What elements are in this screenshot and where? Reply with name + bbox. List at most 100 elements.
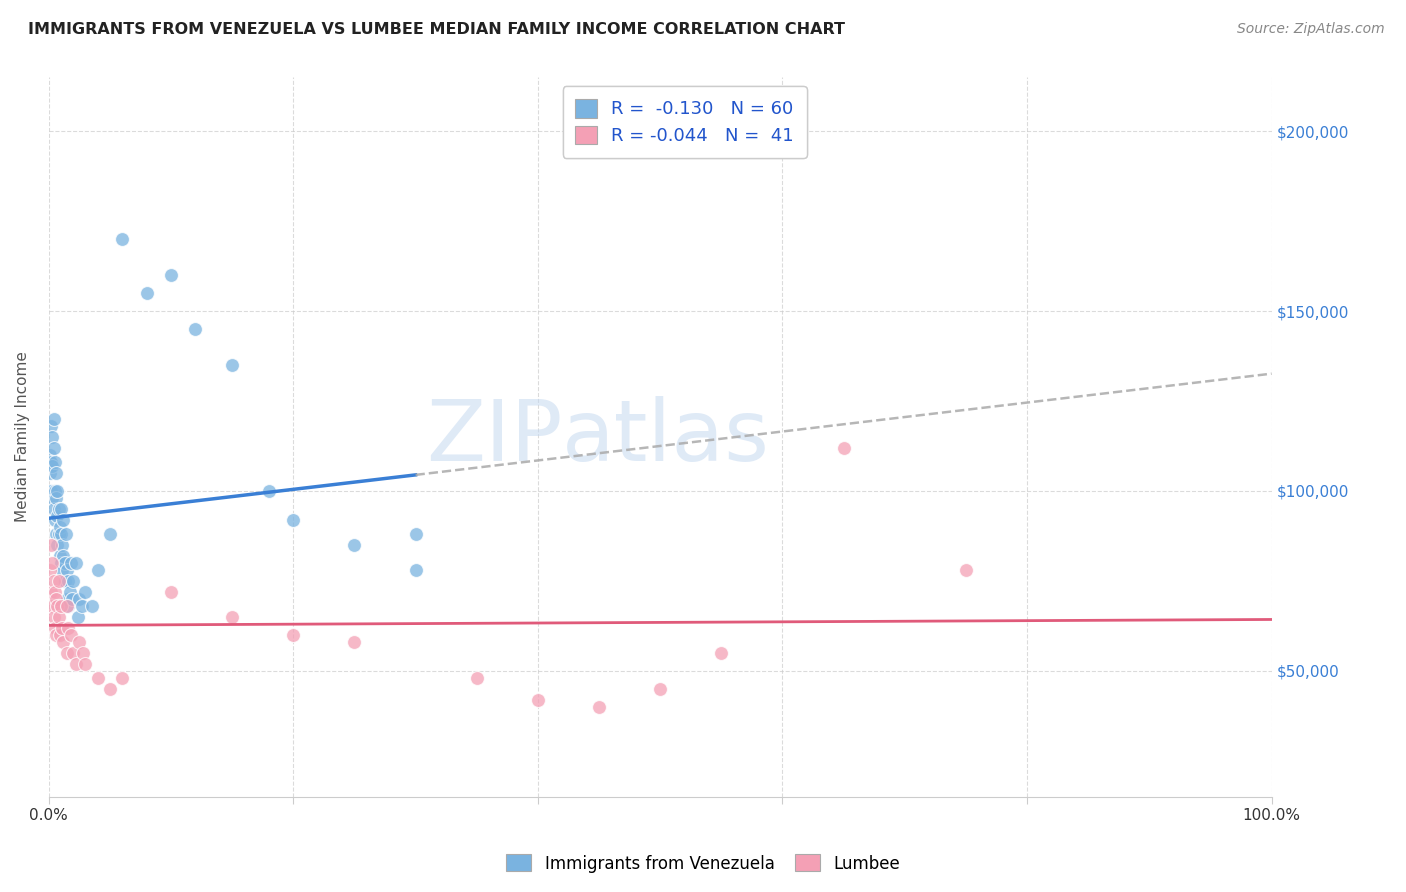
- Point: [283, 628, 305, 642]
- Point: [48, 527, 70, 541]
- Point: [42, 441, 65, 455]
- Point: [62, 574, 84, 588]
- Point: [405, 563, 427, 577]
- Point: [98, 527, 121, 541]
- Point: [98, 681, 121, 696]
- Point: [65, 556, 87, 570]
- Point: [45, 628, 67, 642]
- Point: [44, 621, 66, 635]
- Point: [58, 574, 80, 588]
- Point: [58, 621, 80, 635]
- Point: [59, 556, 82, 570]
- Point: [111, 671, 134, 685]
- Point: [53, 556, 76, 570]
- Point: [44, 513, 66, 527]
- Point: [465, 671, 488, 685]
- Point: [45, 491, 67, 506]
- Point: [45, 527, 67, 541]
- Point: [135, 286, 157, 301]
- Point: [56, 591, 79, 606]
- Point: [42, 502, 65, 516]
- Text: ZIP: ZIP: [426, 395, 562, 478]
- Point: [56, 646, 79, 660]
- Point: [39, 538, 62, 552]
- Point: [49, 628, 72, 642]
- Point: [343, 538, 366, 552]
- Point: [650, 681, 672, 696]
- Point: [46, 509, 69, 524]
- Point: [56, 599, 79, 613]
- Point: [51, 538, 73, 552]
- Point: [80, 599, 103, 613]
- Point: [56, 563, 79, 577]
- Point: [49, 502, 72, 516]
- Point: [49, 527, 72, 541]
- Point: [221, 358, 243, 372]
- Point: [70, 599, 93, 613]
- Point: [75, 584, 97, 599]
- Legend: Immigrants from Venezuela, Lumbee: Immigrants from Venezuela, Lumbee: [499, 847, 907, 880]
- Point: [39, 563, 62, 577]
- Point: [65, 657, 87, 671]
- Point: [52, 549, 75, 563]
- Point: [51, 621, 73, 635]
- Point: [55, 527, 77, 541]
- Point: [72, 646, 94, 660]
- Point: [58, 584, 80, 599]
- Point: [343, 635, 366, 649]
- Point: [111, 232, 134, 246]
- Text: Source: ZipAtlas.com: Source: ZipAtlas.com: [1237, 22, 1385, 37]
- Point: [67, 635, 90, 649]
- Point: [39, 419, 62, 434]
- Legend: R =  -0.130   N = 60, R = -0.044   N =  41: R = -0.130 N = 60, R = -0.044 N = 41: [562, 87, 807, 158]
- Point: [67, 610, 90, 624]
- Point: [41, 599, 63, 613]
- Y-axis label: Median Family Income: Median Family Income: [15, 351, 30, 523]
- Point: [49, 599, 72, 613]
- Point: [44, 455, 66, 469]
- Point: [955, 563, 977, 577]
- Point: [49, 549, 72, 563]
- Point: [39, 455, 62, 469]
- Point: [283, 513, 305, 527]
- Point: [86, 563, 108, 577]
- Point: [48, 502, 70, 516]
- Point: [45, 591, 67, 606]
- Point: [52, 513, 75, 527]
- Point: [60, 591, 83, 606]
- Point: [48, 574, 70, 588]
- Point: [48, 610, 70, 624]
- Point: [405, 527, 427, 541]
- Point: [46, 599, 69, 613]
- Point: [51, 563, 73, 577]
- Point: [44, 584, 66, 599]
- Point: [45, 466, 67, 480]
- Point: [39, 584, 62, 599]
- Point: [221, 610, 243, 624]
- Point: [41, 430, 63, 444]
- Point: [39, 483, 62, 498]
- Point: [184, 322, 207, 336]
- Point: [41, 491, 63, 506]
- Point: [44, 483, 66, 498]
- Point: [41, 556, 63, 570]
- Point: [42, 574, 65, 588]
- Point: [41, 458, 63, 473]
- Point: [160, 268, 183, 283]
- Point: [39, 448, 62, 462]
- Point: [62, 646, 84, 660]
- Point: [52, 635, 75, 649]
- Point: [75, 657, 97, 671]
- Point: [257, 483, 280, 498]
- Point: [160, 584, 183, 599]
- Point: [86, 671, 108, 685]
- Point: [49, 520, 72, 534]
- Point: [832, 441, 855, 455]
- Point: [710, 646, 733, 660]
- Point: [42, 610, 65, 624]
- Point: [67, 591, 90, 606]
- Point: [588, 699, 610, 714]
- Point: [39, 466, 62, 480]
- Point: [49, 556, 72, 570]
- Point: [42, 412, 65, 426]
